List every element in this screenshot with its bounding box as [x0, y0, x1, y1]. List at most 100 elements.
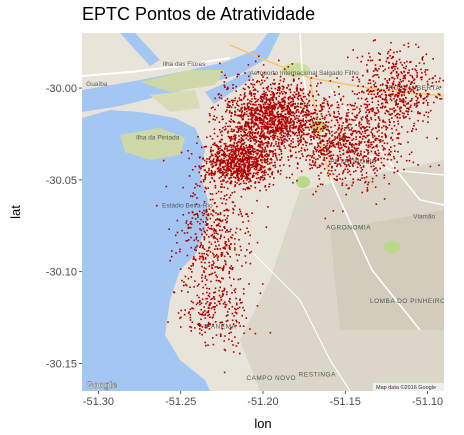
data-point — [223, 209, 225, 212]
data-point — [408, 159, 411, 162]
data-point — [235, 169, 238, 171]
data-point — [389, 95, 392, 98]
data-point — [313, 128, 315, 131]
data-point — [239, 325, 241, 327]
data-point — [235, 156, 238, 158]
data-point — [276, 128, 278, 130]
data-point — [241, 156, 244, 158]
data-point — [407, 71, 409, 74]
data-point — [398, 92, 400, 95]
data-point — [273, 96, 275, 98]
data-point — [319, 121, 322, 124]
data-point — [337, 157, 339, 160]
data-point — [260, 177, 262, 179]
data-point — [239, 122, 241, 124]
data-point — [247, 86, 250, 88]
data-point — [241, 135, 244, 138]
data-point — [319, 104, 322, 106]
data-point — [385, 96, 387, 99]
data-point — [279, 122, 282, 125]
data-point — [205, 171, 208, 174]
data-point — [237, 128, 240, 130]
data-point — [293, 133, 296, 136]
data-point — [209, 198, 212, 201]
data-point — [242, 188, 245, 190]
data-point — [252, 89, 255, 91]
data-point — [417, 111, 419, 113]
data-point — [295, 131, 298, 134]
data-point — [261, 123, 264, 125]
data-point — [219, 140, 221, 143]
data-point — [245, 129, 248, 131]
data-point — [243, 148, 246, 150]
data-point — [261, 114, 264, 116]
data-point — [275, 103, 277, 105]
data-point — [284, 147, 286, 149]
data-point — [436, 137, 438, 140]
data-point — [247, 107, 250, 110]
data-point — [289, 124, 291, 127]
data-point — [234, 148, 237, 150]
data-point — [240, 128, 242, 130]
data-point — [377, 111, 380, 113]
data-point — [266, 145, 268, 147]
data-point — [349, 150, 351, 153]
data-point — [286, 135, 289, 138]
data-point — [216, 304, 218, 307]
data-point — [282, 139, 285, 141]
data-point — [256, 149, 258, 151]
y-axis-title: lat — [8, 205, 23, 219]
data-point — [194, 165, 197, 168]
data-point — [201, 333, 203, 336]
data-point — [396, 137, 398, 139]
data-point — [211, 193, 214, 195]
data-point — [274, 87, 277, 90]
data-point — [229, 158, 232, 160]
data-point — [272, 123, 274, 125]
data-point — [155, 204, 158, 207]
data-point — [235, 297, 237, 300]
data-point — [229, 328, 232, 330]
data-point — [242, 158, 245, 161]
data-point — [285, 127, 287, 130]
data-point — [354, 143, 357, 145]
data-point — [200, 218, 202, 221]
data-point — [199, 313, 201, 316]
data-point — [219, 149, 221, 152]
data-point — [280, 128, 283, 130]
data-point — [328, 107, 331, 110]
data-point — [322, 122, 325, 124]
data-point — [229, 194, 232, 197]
data-point — [265, 91, 267, 94]
data-point — [312, 160, 314, 162]
data-point — [204, 175, 206, 177]
data-point — [400, 94, 403, 97]
data-point — [343, 162, 345, 164]
data-point — [245, 261, 247, 264]
data-point — [167, 321, 169, 323]
data-point — [228, 106, 231, 108]
data-point — [310, 126, 313, 129]
data-point — [313, 124, 316, 127]
data-point — [225, 304, 228, 306]
data-point — [412, 128, 414, 130]
data-point — [340, 144, 342, 146]
data-point — [226, 251, 228, 254]
data-point — [396, 51, 398, 53]
data-point — [338, 173, 340, 176]
data-point — [243, 108, 246, 111]
data-point — [336, 137, 339, 139]
data-point — [230, 174, 232, 176]
data-point — [193, 248, 196, 251]
data-point — [326, 153, 328, 156]
data-point — [354, 151, 356, 153]
data-point — [224, 241, 227, 243]
data-point — [339, 177, 341, 180]
data-point — [300, 112, 302, 115]
data-point — [263, 132, 265, 135]
data-point — [366, 100, 369, 103]
data-point — [262, 112, 265, 115]
data-point — [206, 291, 208, 294]
data-point — [410, 110, 413, 113]
data-point — [393, 87, 396, 89]
